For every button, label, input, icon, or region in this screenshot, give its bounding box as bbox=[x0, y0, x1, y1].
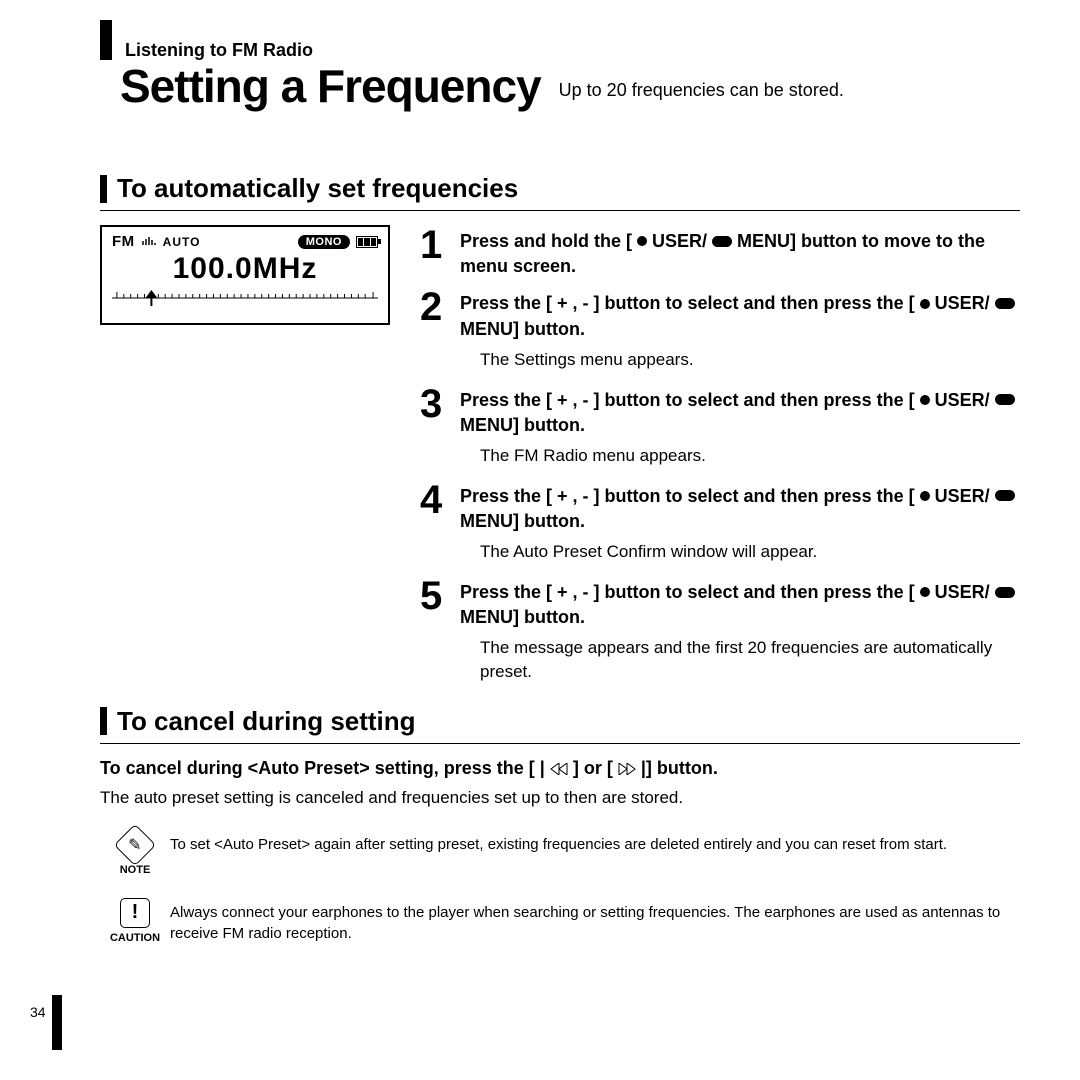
auto-label: AUTO bbox=[163, 235, 201, 249]
caution-callout: ! CAUTION Always connect your earphones … bbox=[100, 898, 1020, 944]
pill-icon bbox=[995, 394, 1015, 405]
step-3: 3Press the [ + , - ] button to select an… bbox=[420, 384, 1020, 472]
cancel-text-c: |] button. bbox=[641, 758, 718, 778]
prev-track-icon bbox=[550, 759, 568, 780]
cancel-text-a: To cancel during <Auto Preset> setting, … bbox=[100, 758, 545, 778]
signal-icon bbox=[141, 234, 157, 250]
section2-head: To cancel during setting bbox=[100, 706, 1020, 737]
step-5: 5Press the [ + , - ] button to select an… bbox=[420, 576, 1020, 688]
section-bar-icon bbox=[100, 175, 107, 203]
pill-icon bbox=[712, 236, 732, 247]
pill-icon bbox=[995, 298, 1015, 309]
step-number: 4 bbox=[420, 480, 460, 520]
step-number: 2 bbox=[420, 287, 460, 327]
title-row: Setting a Frequency Up to 20 frequencies… bbox=[120, 59, 1020, 113]
cancel-text-b: ] or [ bbox=[573, 758, 613, 778]
step-number: 1 bbox=[420, 225, 460, 265]
section-bar-icon bbox=[100, 707, 107, 735]
step-instruction: Press and hold the [ USER/ MENU] button … bbox=[460, 229, 1020, 279]
step-result: The FM Radio menu appears. bbox=[480, 444, 1020, 468]
page-number: 34 bbox=[30, 1004, 46, 1020]
caution-text: Always connect your earphones to the pla… bbox=[170, 898, 1020, 944]
radio-statusbar: FM AUTO MONO bbox=[112, 233, 378, 250]
side-tab bbox=[52, 995, 62, 1050]
dot-icon bbox=[920, 587, 930, 597]
note-icon: ✎ bbox=[114, 823, 156, 865]
section1-rule bbox=[100, 210, 1020, 211]
dot-icon bbox=[920, 395, 930, 405]
radio-screen: FM AUTO MONO 100.0MHz bbox=[100, 225, 390, 325]
dot-icon bbox=[920, 491, 930, 501]
dot-icon bbox=[920, 299, 930, 309]
step-result: The Auto Preset Confirm window will appe… bbox=[480, 540, 1020, 564]
cancel-instruction: To cancel during <Auto Preset> setting, … bbox=[100, 758, 1020, 780]
note-label: NOTE bbox=[100, 864, 170, 876]
step-number: 5 bbox=[420, 576, 460, 616]
pill-icon bbox=[995, 490, 1015, 501]
section1-title: To automatically set frequencies bbox=[117, 173, 518, 204]
step-instruction: Press the [ + , - ] button to select and… bbox=[460, 291, 1020, 341]
step-result: The message appears and the first 20 fre… bbox=[480, 636, 1020, 684]
section1-head: To automatically set frequencies bbox=[100, 173, 1020, 204]
battery-icon bbox=[356, 236, 378, 248]
page-subtitle: Up to 20 frequencies can be stored. bbox=[559, 80, 844, 101]
page-title: Setting a Frequency bbox=[120, 59, 541, 113]
step-1: 1Press and hold the [ USER/ MENU] button… bbox=[420, 225, 1020, 279]
mono-badge: MONO bbox=[298, 235, 350, 249]
step-instruction: Press the [ + , - ] button to select and… bbox=[460, 580, 1020, 630]
step-number: 3 bbox=[420, 384, 460, 424]
step-instruction: Press the [ + , - ] button to select and… bbox=[460, 388, 1020, 438]
steps-list: 1Press and hold the [ USER/ MENU] button… bbox=[420, 225, 1020, 696]
note-text: To set <Auto Preset> again after setting… bbox=[170, 830, 947, 855]
note-callout: ✎ NOTE To set <Auto Preset> again after … bbox=[100, 830, 1020, 876]
section2-rule bbox=[100, 743, 1020, 744]
caution-label: CAUTION bbox=[100, 932, 170, 944]
frequency-value: 100.0MHz bbox=[173, 252, 318, 286]
step-2: 2Press the [ + , - ] button to select an… bbox=[420, 287, 1020, 375]
fm-label: FM bbox=[112, 233, 135, 250]
step-instruction: Press the [ + , - ] button to select and… bbox=[460, 484, 1020, 534]
section1-content: FM AUTO MONO 100.0MHz 1Press and hold th… bbox=[100, 225, 1020, 696]
tuning-dial bbox=[112, 290, 378, 310]
breadcrumb: Listening to FM Radio bbox=[125, 40, 1020, 61]
pill-icon bbox=[995, 587, 1015, 598]
step-4: 4Press the [ + , - ] button to select an… bbox=[420, 480, 1020, 568]
cancel-result: The auto preset setting is canceled and … bbox=[100, 788, 1020, 808]
step-result: The Settings menu appears. bbox=[480, 348, 1020, 372]
header-rule bbox=[100, 20, 112, 60]
dot-icon bbox=[637, 236, 647, 246]
next-track-icon bbox=[618, 759, 636, 780]
caution-icon: ! bbox=[120, 898, 150, 928]
section2-title: To cancel during setting bbox=[117, 706, 416, 737]
